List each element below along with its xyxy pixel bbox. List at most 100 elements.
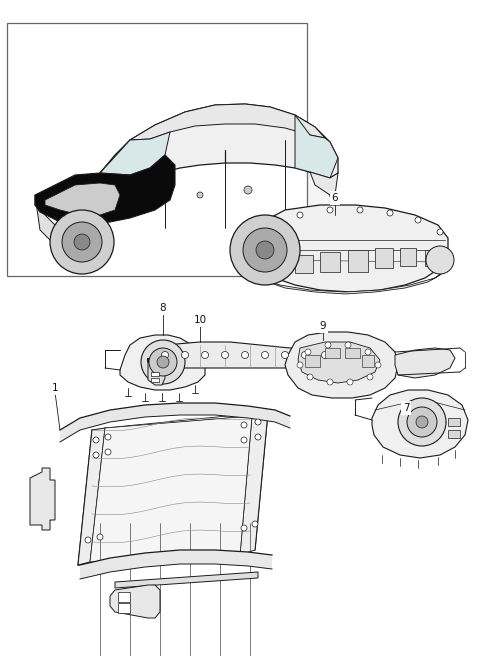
Circle shape [105, 434, 111, 440]
Circle shape [367, 374, 373, 380]
Circle shape [407, 407, 437, 437]
Circle shape [398, 398, 446, 446]
Polygon shape [35, 163, 335, 255]
Circle shape [74, 234, 90, 250]
Bar [345, 348, 360, 358]
Circle shape [149, 348, 177, 376]
Circle shape [105, 449, 111, 455]
Polygon shape [148, 358, 165, 385]
Circle shape [365, 349, 371, 355]
Bar [295, 255, 313, 273]
Circle shape [230, 215, 300, 285]
Polygon shape [100, 132, 170, 175]
Polygon shape [100, 104, 338, 188]
Text: 7: 7 [403, 403, 409, 413]
Circle shape [256, 241, 274, 259]
Polygon shape [60, 403, 290, 442]
Circle shape [255, 434, 261, 440]
Circle shape [415, 217, 421, 223]
Circle shape [93, 437, 99, 443]
Circle shape [437, 229, 443, 235]
Circle shape [255, 419, 261, 425]
Polygon shape [90, 416, 252, 562]
Circle shape [93, 452, 99, 458]
Polygon shape [110, 585, 160, 618]
Circle shape [426, 246, 454, 274]
Bar [151, 372, 159, 376]
Bar [7, 23, 307, 276]
Bar [118, 592, 130, 602]
Bar [325, 348, 340, 358]
Bar [320, 252, 340, 272]
Circle shape [262, 352, 268, 358]
Circle shape [375, 362, 381, 368]
Polygon shape [80, 550, 272, 579]
Text: 10: 10 [193, 315, 206, 325]
Circle shape [161, 352, 168, 358]
Bar [425, 250, 439, 266]
Circle shape [387, 210, 393, 216]
Circle shape [241, 525, 247, 531]
Text: 1: 1 [52, 383, 58, 393]
Polygon shape [298, 342, 380, 383]
Text: 6: 6 [332, 193, 338, 203]
Polygon shape [310, 172, 338, 195]
Circle shape [297, 212, 303, 218]
Circle shape [181, 352, 189, 358]
Circle shape [157, 356, 169, 368]
Polygon shape [148, 342, 345, 368]
Bar [362, 355, 374, 367]
Polygon shape [45, 183, 120, 215]
Circle shape [241, 422, 247, 428]
Circle shape [301, 352, 309, 358]
Circle shape [297, 362, 303, 368]
Polygon shape [372, 390, 468, 458]
Bar [270, 255, 288, 273]
Circle shape [307, 374, 313, 380]
Polygon shape [115, 572, 258, 588]
Polygon shape [395, 348, 455, 378]
Polygon shape [240, 412, 268, 555]
Circle shape [357, 207, 363, 213]
Polygon shape [295, 115, 338, 178]
Circle shape [327, 207, 333, 213]
Circle shape [244, 186, 252, 194]
Bar [348, 250, 368, 272]
Circle shape [345, 342, 351, 348]
Circle shape [281, 352, 288, 358]
Circle shape [85, 537, 91, 543]
Bar [375, 248, 393, 268]
Polygon shape [78, 428, 105, 565]
Circle shape [62, 222, 102, 262]
Polygon shape [130, 104, 325, 140]
Circle shape [221, 352, 228, 358]
Bar [151, 378, 159, 382]
Bar [305, 355, 320, 367]
Circle shape [305, 349, 311, 355]
Bar [448, 430, 460, 438]
Circle shape [202, 352, 208, 358]
Polygon shape [35, 195, 80, 245]
Text: 8: 8 [160, 303, 166, 313]
Circle shape [97, 534, 103, 540]
Circle shape [325, 342, 331, 348]
Polygon shape [258, 268, 448, 294]
Circle shape [241, 352, 249, 358]
Circle shape [322, 352, 328, 358]
Text: 9: 9 [320, 321, 326, 331]
Polygon shape [30, 468, 55, 530]
Polygon shape [120, 335, 205, 390]
Circle shape [141, 340, 185, 384]
Bar [448, 418, 460, 426]
Circle shape [50, 210, 114, 274]
Circle shape [327, 379, 333, 385]
Circle shape [252, 521, 258, 527]
Circle shape [416, 416, 428, 428]
Circle shape [243, 228, 287, 272]
Bar [118, 603, 130, 613]
Polygon shape [255, 205, 448, 292]
Polygon shape [35, 155, 175, 225]
Circle shape [197, 192, 203, 198]
Polygon shape [285, 332, 398, 398]
Circle shape [347, 379, 353, 385]
